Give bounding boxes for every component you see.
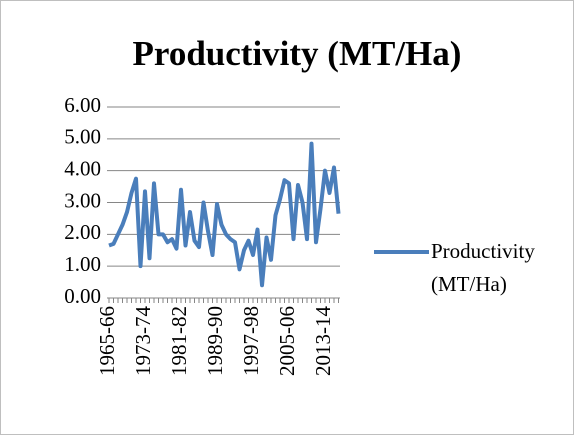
y-tick-label: 3.00 [64, 188, 101, 212]
x-tick-label: 1973-74 [131, 306, 155, 376]
x-tick-label: 1997-98 [239, 306, 263, 376]
x-tick-label: 2005-06 [275, 306, 299, 376]
x-tick-label: 1965-66 [95, 306, 119, 376]
chart-title: Productivity (MT/Ha) [133, 34, 462, 73]
y-tick-label: 0.00 [64, 284, 101, 308]
x-tick-label: 1981-82 [167, 306, 191, 376]
y-tick-label: 2.00 [64, 220, 101, 244]
data-line [108, 141, 341, 288]
x-tick-label: 2013-14 [311, 306, 335, 376]
legend-entry: Productivity (MT/Ha) [431, 239, 535, 296]
y-tick-label: 4.00 [64, 156, 101, 180]
x-tick-label: 1989-90 [203, 306, 227, 376]
y-tick-label: 1.00 [64, 252, 101, 276]
y-tick-label: 5.00 [64, 125, 101, 149]
legend-label: Productivity (MT/Ha) [431, 239, 535, 296]
y-tick-label: 6.00 [64, 93, 101, 117]
